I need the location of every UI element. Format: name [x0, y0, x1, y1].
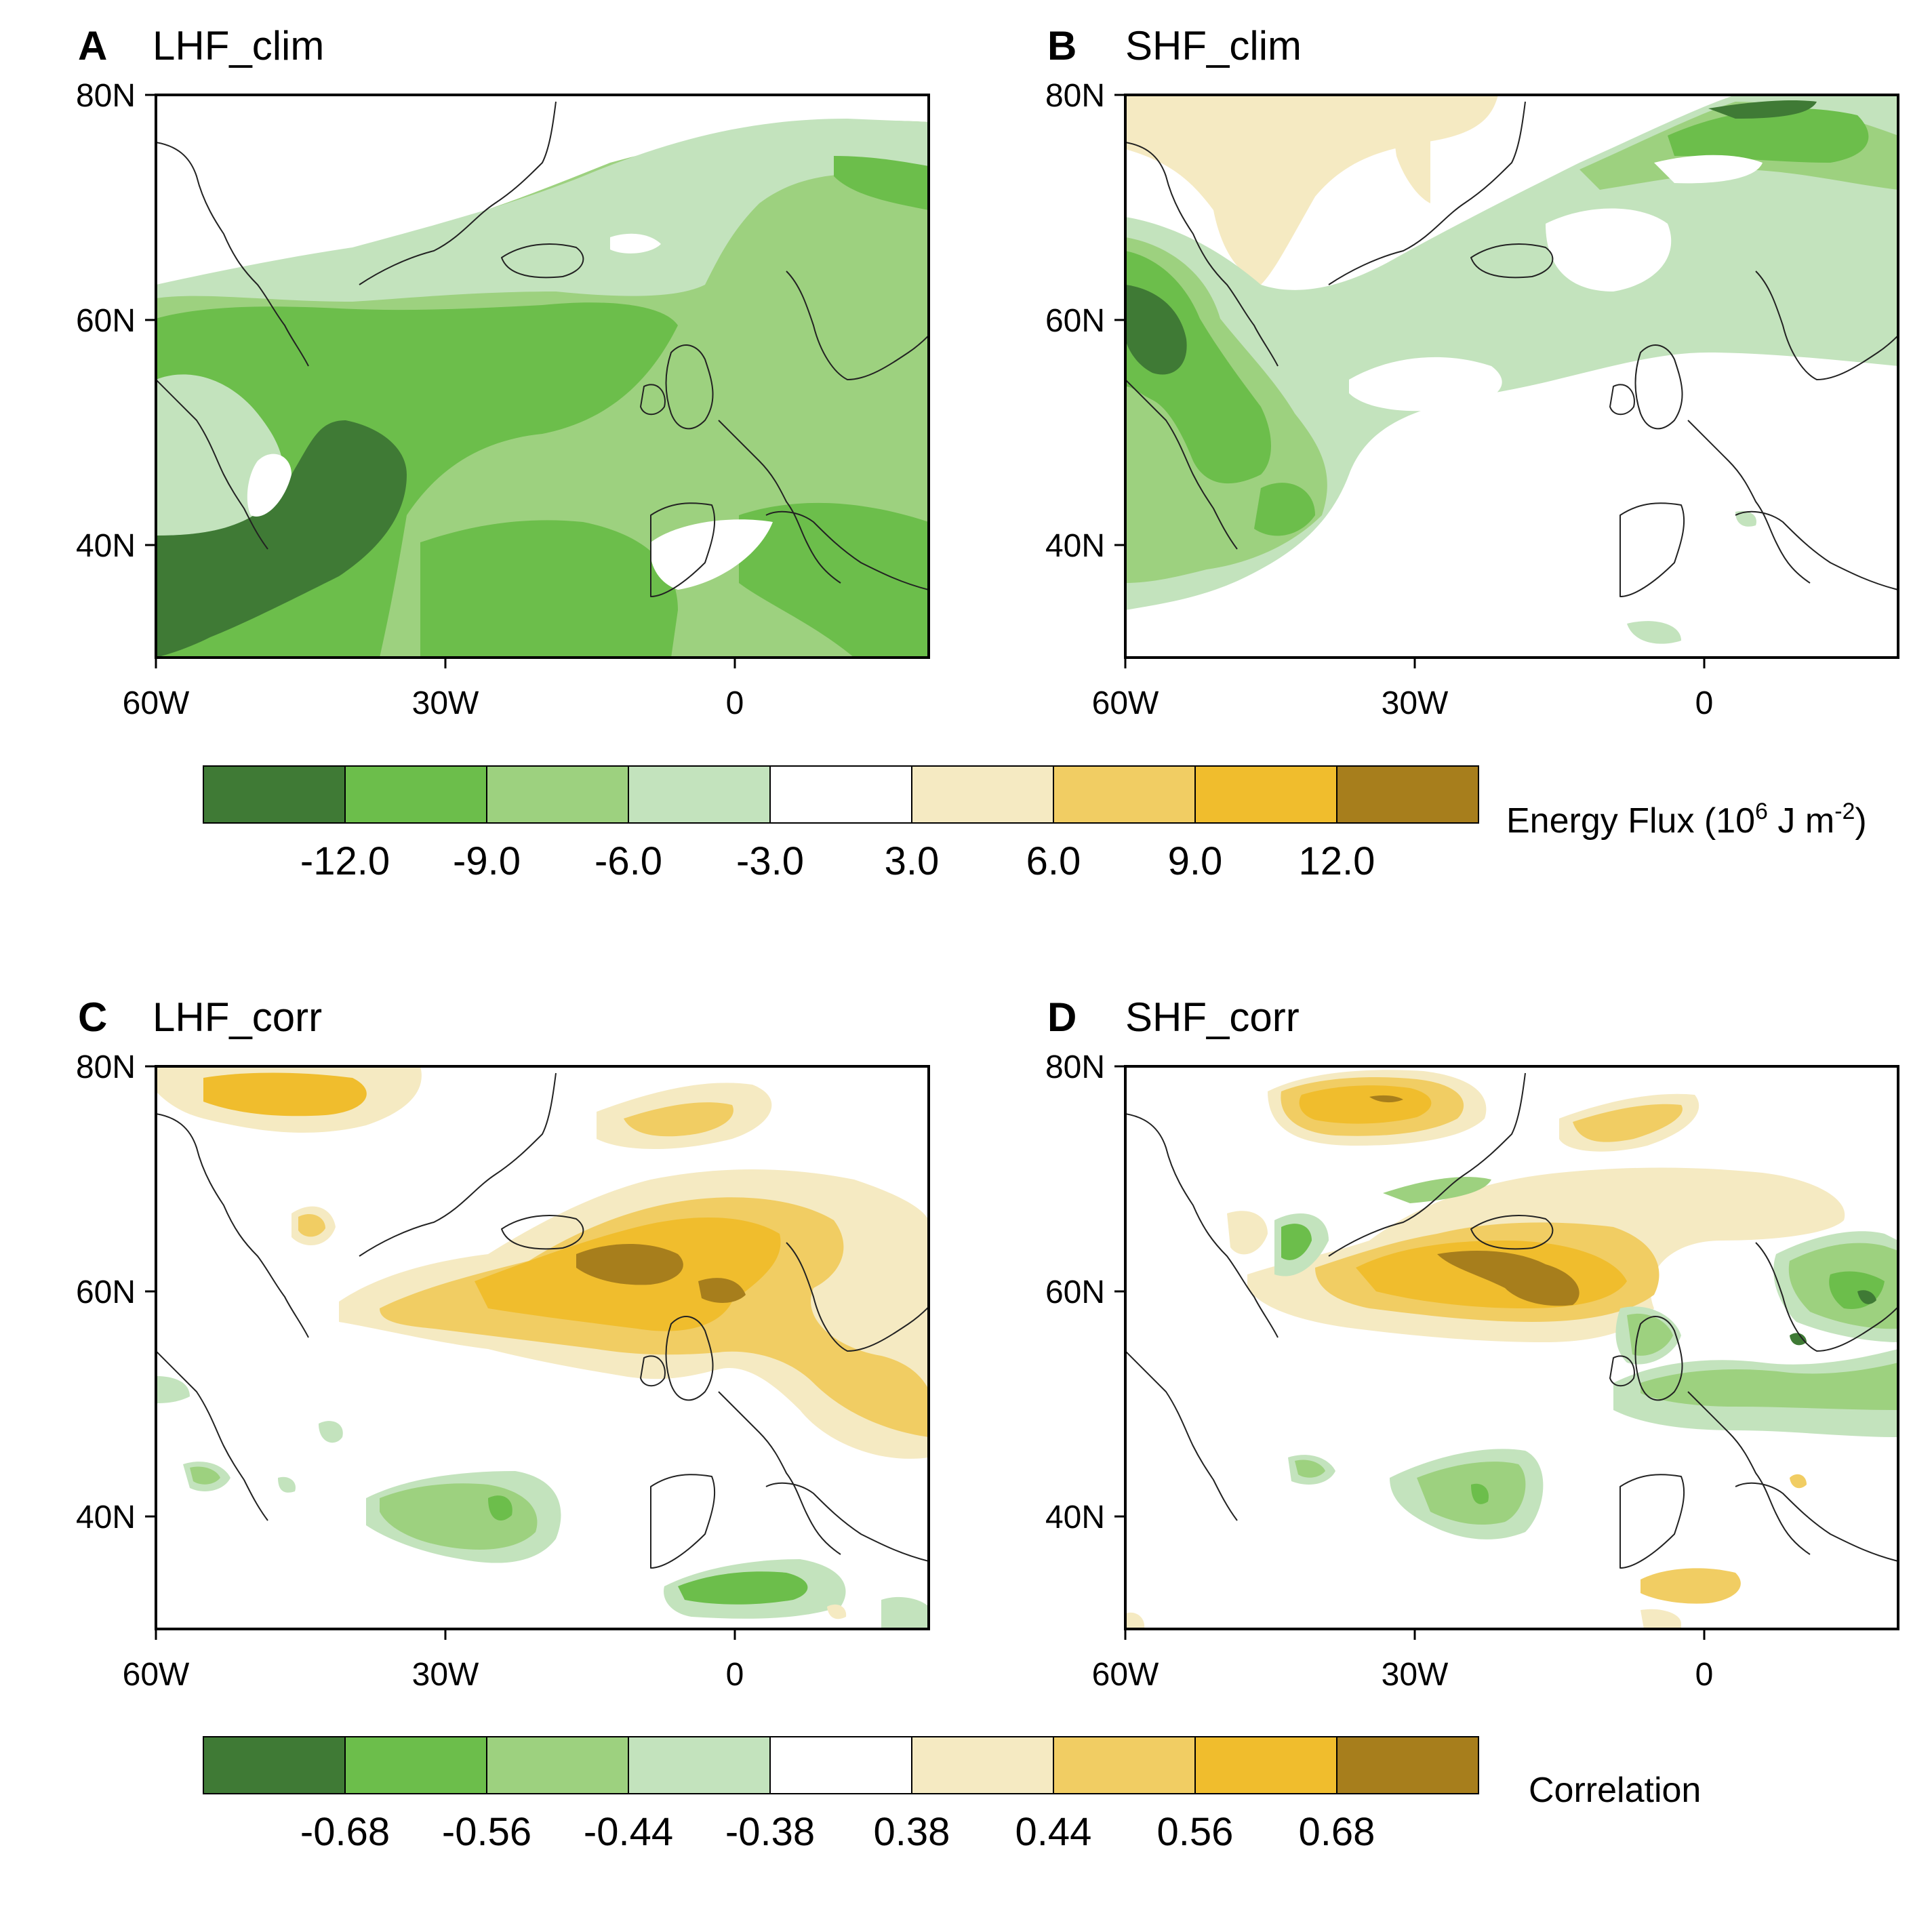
panel-c-title: LHF_corr: [153, 994, 322, 1040]
colorbar-energy-flux-boxes: [203, 765, 1479, 824]
panel-d-ticks: 80N 60N 40N 60W 30W 0: [1045, 1049, 1713, 1693]
colorbar-tick-label: 0.38: [874, 1810, 950, 1854]
panel-a-letter: A: [78, 23, 107, 68]
panel-d-map: [1125, 1066, 1898, 1629]
colorbar-swatch: [769, 765, 912, 824]
lon-tick-label: 0: [1695, 685, 1714, 721]
colorbar-tick-label: -0.44: [584, 1810, 673, 1854]
colorbar-swatch: [1336, 1736, 1479, 1794]
panel-b: B SHF_clim: [1045, 23, 1899, 721]
lat-tick-label: 40N: [1045, 1500, 1105, 1535]
lon-tick-label: 30W: [1382, 1657, 1449, 1693]
colorbar-tick-label: -0.56: [442, 1810, 531, 1854]
colorbar-swatch: [628, 1736, 771, 1794]
colorbar-tick-label: 6.0: [1026, 839, 1081, 883]
colorbar-tick-label: 0.56: [1157, 1810, 1234, 1854]
colorbar-swatch: [1194, 1736, 1337, 1794]
colorbar-swatch: [344, 1736, 487, 1794]
colorbar-tick-label: -0.38: [725, 1810, 815, 1854]
panel-a-frame: [155, 94, 930, 659]
lat-tick-label: 80N: [1045, 1049, 1105, 1085]
colorbar-swatch: [203, 1736, 346, 1794]
colorbar-swatch: [1336, 765, 1479, 824]
colorbar-tick-label: 3.0: [885, 839, 940, 883]
lat-tick-label: 40N: [1045, 528, 1105, 564]
panel-b-coastline: [1125, 101, 1898, 597]
panel-c-fill: [156, 1066, 929, 1629]
colorbar-tick-label: 0.44: [1015, 1810, 1092, 1854]
colorbar-swatch: [203, 765, 346, 824]
panel-c-letter: C: [78, 994, 107, 1040]
panel-b-frame: [1124, 94, 1899, 659]
panel-b-title: SHF_clim: [1125, 23, 1302, 68]
panel-c-ticks: 80N 60N 40N 60W 30W 0: [76, 1049, 744, 1693]
lon-tick-label: 30W: [1382, 685, 1449, 721]
lat-tick-label: 60N: [76, 303, 136, 339]
lat-tick-label: 60N: [76, 1274, 136, 1310]
colorbar-swatch: [628, 765, 771, 824]
panel-a-map: [156, 95, 929, 658]
lon-tick-label: 30W: [412, 1657, 479, 1693]
colorbar-tick-label: -0.68: [300, 1810, 390, 1854]
colorbar-energy-flux-title: Energy Flux (106 J m-2): [1506, 799, 1867, 841]
panel-c-frame: [155, 1065, 930, 1630]
colorbar-tick-label: 12.0: [1299, 839, 1375, 883]
colorbar-swatch: [1194, 765, 1337, 824]
lat-tick-label: 40N: [76, 528, 136, 564]
lon-tick-label: 60W: [123, 685, 190, 721]
lon-tick-label: 60W: [1092, 1657, 1159, 1693]
colorbar-tick-label: -6.0: [595, 839, 662, 883]
colorbar-swatch: [486, 765, 629, 824]
panel-a-fill: [156, 95, 929, 658]
colorbar-correlation-ticks: -0.68 -0.56 -0.44 -0.38 0.38 0.44 0.56 0…: [300, 1810, 1375, 1854]
colorbar-swatch: [344, 765, 487, 824]
colorbar-energy-flux: -12.0 -9.0 -6.0 -3.0 3.0 6.0 9.0 12.0 En…: [203, 765, 1867, 883]
panel-c: C LHF_corr: [76, 994, 930, 1693]
colorbar-correlation-boxes: [203, 1736, 1479, 1794]
colorbar-correlation: -0.68 -0.56 -0.44 -0.38 0.38 0.44 0.56 0…: [203, 1736, 1701, 1854]
panel-d-letter: D: [1047, 994, 1076, 1040]
colorbar-swatch: [1053, 765, 1196, 824]
panel-d: D SHF_corr: [1045, 994, 1899, 1693]
lat-tick-label: 80N: [76, 1049, 136, 1085]
colorbar-energy-flux-ticks: -12.0 -9.0 -6.0 -3.0 3.0 6.0 9.0 12.0: [300, 839, 1375, 883]
panel-d-title: SHF_corr: [1125, 994, 1300, 1040]
colorbar-tick-label: -9.0: [453, 839, 521, 883]
colorbar-tick-label: -3.0: [736, 839, 804, 883]
panel-d-frame: [1124, 1065, 1899, 1630]
colorbar-swatch: [911, 1736, 1054, 1794]
lon-tick-label: 0: [1695, 1657, 1714, 1693]
panel-a-ticks: 80N 60N 40N 60W 30W 0: [76, 78, 744, 721]
lon-tick-label: 0: [726, 1657, 744, 1693]
lat-tick-label: 60N: [1045, 1274, 1105, 1310]
colorbar-tick-label: 0.68: [1299, 1810, 1375, 1854]
colorbar-swatch: [486, 1736, 629, 1794]
colorbar-swatch: [1053, 1736, 1196, 1794]
lon-tick-label: 30W: [412, 685, 479, 721]
lon-tick-label: 60W: [123, 1657, 190, 1693]
colorbar-tick-label: 9.0: [1168, 839, 1223, 883]
panel-b-map: [1125, 95, 1898, 658]
lat-tick-label: 80N: [1045, 78, 1105, 114]
panel-a-title: LHF_clim: [153, 23, 324, 68]
lon-tick-label: 0: [726, 685, 744, 721]
colorbar-correlation-title: Correlation: [1529, 1771, 1701, 1810]
panel-b-fill: [1125, 95, 1898, 658]
panel-a-coastline: [156, 101, 929, 597]
colorbar-swatch: [911, 765, 1054, 824]
lat-tick-label: 60N: [1045, 303, 1105, 339]
panel-c-map: [156, 1066, 929, 1629]
lon-tick-label: 60W: [1092, 685, 1159, 721]
lat-tick-label: 80N: [76, 78, 136, 114]
panel-b-ticks: 80N 60N 40N 60W 30W 0: [1045, 78, 1713, 721]
colorbar-tick-label: -12.0: [300, 839, 390, 883]
colorbar-swatch: [769, 1736, 912, 1794]
lat-tick-label: 40N: [76, 1500, 136, 1535]
panel-c-coastline: [156, 1072, 929, 1569]
panel-a: A LHF_clim: [76, 23, 930, 721]
panel-b-letter: B: [1047, 23, 1076, 68]
panel-d-coastline: [1125, 1072, 1898, 1569]
panel-d-fill: [1125, 1066, 1898, 1629]
